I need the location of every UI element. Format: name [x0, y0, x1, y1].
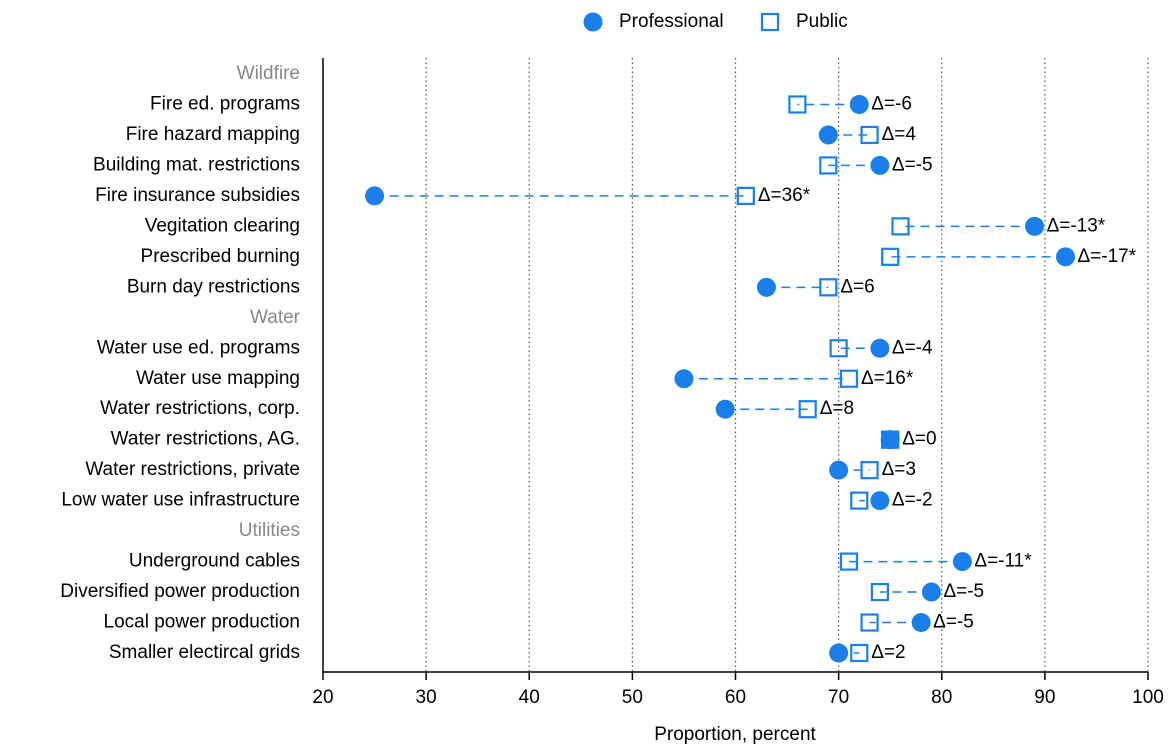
- y-tick-label: Water use mapping: [136, 368, 300, 389]
- x-tick-label: 70: [828, 687, 849, 708]
- delta-label: Δ=-5: [933, 612, 974, 633]
- x-tick-label: 50: [622, 687, 643, 708]
- x-tick-label: 60: [725, 687, 746, 708]
- public-square: [850, 491, 869, 510]
- professional-dot: [818, 125, 838, 145]
- group-label: Utilities: [239, 520, 300, 541]
- professional-dot: [952, 552, 972, 572]
- y-tick-label: Fire insurance subsidies: [95, 185, 300, 206]
- x-tick-label: 100: [1132, 687, 1164, 708]
- y-tick-label: Fire hazard mapping: [126, 124, 300, 145]
- delta-label: Δ=0: [902, 429, 936, 450]
- professional-dot: [715, 399, 735, 419]
- overlap-square: [881, 430, 900, 449]
- x-axis-title: Proportion, percent: [654, 724, 816, 745]
- professional-dot: [870, 491, 890, 511]
- x-tick-label: 20: [312, 687, 333, 708]
- professional-dot: [1056, 247, 1075, 267]
- public-square: [870, 582, 889, 602]
- y-tick-label: Water use ed. programs: [97, 337, 300, 358]
- public-square: [850, 643, 869, 663]
- delta-label: Δ=4: [882, 124, 917, 145]
- x-tick-label: 90: [1034, 687, 1055, 708]
- delta-label: Δ=-4: [892, 337, 933, 358]
- delta-label: Δ=-6: [871, 93, 912, 114]
- x-tick-label: 80: [931, 687, 952, 708]
- legend-label: Professional: [619, 11, 724, 32]
- y-tick-label: Water restrictions, corp.: [100, 398, 300, 419]
- professional-dot: [870, 155, 890, 175]
- delta-label: Δ=8: [820, 398, 854, 419]
- delta-label: Δ=2: [871, 642, 905, 663]
- delta-label: Δ=-13*: [1047, 215, 1106, 236]
- public-square: [736, 186, 755, 205]
- y-tick-label: Smaller electircal grids: [109, 642, 300, 663]
- public-square: [839, 369, 859, 388]
- y-tick-label: Local power production: [104, 612, 300, 633]
- delta-label: Δ=-5: [943, 581, 984, 602]
- professional-dot: [1025, 216, 1045, 236]
- public-square: [860, 125, 879, 145]
- public-square: [829, 339, 848, 358]
- public-square: [819, 156, 838, 175]
- group-label: Wildfire: [237, 63, 300, 84]
- professional-dot: [756, 277, 776, 297]
- professional-dot: [829, 460, 849, 480]
- public-square: [881, 247, 900, 266]
- delta-label: Δ=-5: [892, 154, 933, 175]
- y-tick-label: Vegitation clearing: [145, 215, 300, 236]
- x-tick-label: 40: [519, 687, 540, 708]
- professional-dot: [870, 338, 890, 358]
- x-tick-label: 30: [416, 687, 437, 708]
- delta-label: Δ=-2: [892, 490, 933, 511]
- delta-label: Δ=3: [882, 459, 916, 480]
- public-square: [819, 278, 838, 297]
- professional-dot: [921, 582, 941, 602]
- public-square: [798, 400, 817, 419]
- public-square: [788, 95, 807, 114]
- delta-label: Δ=-17*: [1078, 246, 1137, 267]
- professional-dot: [911, 613, 931, 633]
- legend-marker: [583, 12, 603, 32]
- public-square: [860, 461, 879, 480]
- delta-label: Δ=-11*: [974, 551, 1032, 572]
- group-label: Water: [250, 307, 301, 328]
- y-tick-label: Water restrictions, private: [85, 459, 300, 480]
- delta-label: Δ=6: [840, 276, 874, 297]
- professional-dot: [849, 94, 869, 114]
- y-tick-label: Diversified power production: [60, 581, 300, 602]
- legend-label: Public: [796, 11, 848, 32]
- y-tick-label: Low water use infrastructure: [61, 490, 300, 511]
- public-square: [839, 552, 859, 571]
- professional-dot: [829, 643, 849, 663]
- public-square: [860, 613, 879, 632]
- legend-marker: [760, 12, 780, 32]
- delta-label: Δ=36*: [758, 185, 811, 206]
- y-tick-label: Burn day restrictions: [127, 276, 300, 297]
- y-tick-label: Fire ed. programs: [150, 93, 300, 114]
- y-tick-label: Prescribed burning: [141, 246, 300, 267]
- y-tick-label: Water restrictions, AG.: [111, 429, 300, 450]
- public-square: [891, 217, 910, 236]
- professional-dot: [674, 369, 694, 389]
- professional-dot: [365, 186, 385, 206]
- y-tick-label: Building mat. restrictions: [93, 154, 300, 175]
- delta-label: Δ=16*: [861, 368, 914, 389]
- y-tick-label: Underground cables: [129, 551, 300, 572]
